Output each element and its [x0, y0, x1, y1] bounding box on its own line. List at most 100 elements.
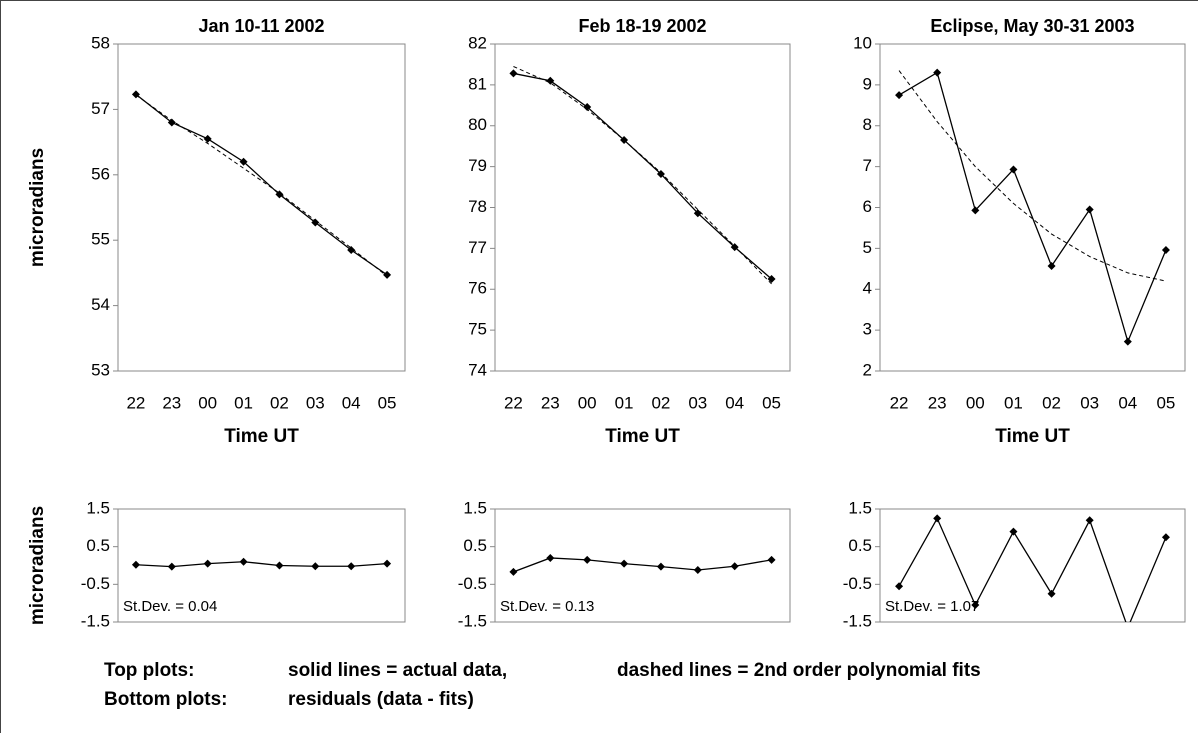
annotation: St.Dev. = 0.04: [123, 598, 217, 615]
x-tick-label: 04: [342, 393, 361, 412]
data-point: [311, 218, 320, 227]
caption-text: Top plots:: [104, 660, 194, 681]
data-point: [131, 560, 140, 569]
data-point: [1047, 589, 1056, 598]
x-tick-label: 04: [725, 393, 744, 412]
data-point: [239, 557, 248, 566]
caption-text: residuals (data - fits): [288, 689, 474, 710]
y-axis-label: microradians: [27, 506, 48, 625]
data-point: [971, 601, 980, 610]
y-tick-label: 81: [468, 74, 487, 93]
x-tick-label: 23: [928, 393, 947, 412]
plot-area: [509, 553, 776, 576]
data-point: [1047, 261, 1056, 270]
x-tick-label: 01: [1004, 393, 1023, 412]
x-tick-label: 22: [126, 393, 145, 412]
y-tick-label: -0.5: [458, 574, 487, 593]
y-tick-label: 7: [863, 156, 872, 175]
data-line: [135, 561, 388, 568]
plot-frame: [117, 508, 406, 623]
data-point: [509, 69, 518, 78]
data-point: [1161, 533, 1170, 542]
y-tick-label: 77: [468, 238, 487, 257]
data-point: [275, 561, 284, 570]
data-point: [693, 209, 702, 218]
x-tick-label: 00: [578, 393, 597, 412]
x-tick-label: 22: [890, 393, 909, 412]
x-tick-label: 00: [198, 393, 217, 412]
chart-title: Eclipse, May 30-31 2003: [930, 16, 1134, 36]
data-point: [311, 562, 320, 571]
y-tick-label: 74: [468, 360, 487, 379]
y-tick-label: 1.5: [463, 498, 487, 517]
y-tick-label: 79: [468, 156, 487, 175]
y-tick-label: 0.5: [463, 536, 487, 555]
x-axis-label: Time UT: [224, 426, 299, 447]
data-point: [509, 567, 518, 576]
data-point: [656, 562, 665, 571]
caption-text: Bottom plots:: [104, 689, 227, 710]
x-axis-label: Time UT: [995, 426, 1070, 447]
y-tick-label: 56: [91, 164, 110, 183]
data-point: [546, 76, 555, 85]
y-tick-label: 57: [91, 99, 110, 118]
y-tick-label: 10: [853, 33, 872, 52]
data-point: [203, 559, 212, 568]
plot-area: [131, 557, 392, 571]
data-point: [167, 118, 176, 127]
y-tick-label: 80: [468, 115, 487, 134]
x-tick-label: 03: [688, 393, 707, 412]
x-tick-label: 03: [306, 393, 325, 412]
x-tick-label: 05: [1156, 393, 1175, 412]
data-point: [203, 134, 212, 143]
y-tick-label: 53: [91, 360, 110, 379]
y-tick-label: 1.5: [848, 498, 872, 517]
data-point: [895, 582, 904, 591]
data-point: [583, 102, 592, 111]
x-tick-label: 05: [378, 393, 397, 412]
x-tick-label: 23: [162, 393, 181, 412]
annotation: St.Dev. = 1.07: [885, 598, 979, 615]
caption-text: dashed lines = 2nd order polynomial fits: [617, 660, 981, 681]
data-line: [898, 516, 1167, 622]
data-point: [347, 562, 356, 571]
x-tick-label: 01: [615, 393, 634, 412]
y-axis-label: microradians: [27, 148, 48, 267]
y-tick-label: 75: [468, 320, 487, 339]
x-tick-label: 00: [966, 393, 985, 412]
data-point: [693, 566, 702, 575]
x-tick-label: 22: [504, 393, 523, 412]
data-point: [167, 562, 176, 571]
data-point: [767, 555, 776, 564]
y-tick-label: -0.5: [81, 574, 110, 593]
plot-area: [509, 66, 776, 285]
y-tick-label: 1.5: [86, 498, 110, 517]
y-tick-label: -1.5: [458, 611, 487, 630]
y-tick-label: 54: [91, 295, 110, 314]
data-point: [347, 246, 356, 255]
data-point: [383, 559, 392, 568]
y-tick-label: -0.5: [843, 574, 872, 593]
chart-title: Jan 10-11 2002: [198, 16, 324, 36]
chart-title: Feb 18-19 2002: [578, 16, 706, 36]
data-point: [1123, 337, 1132, 346]
plot-area: [131, 90, 392, 279]
y-tick-label: 8: [863, 115, 872, 134]
data-point: [239, 157, 248, 166]
data-point: [1161, 246, 1170, 255]
data-point: [767, 275, 776, 284]
data-point: [933, 514, 942, 523]
data-point: [620, 559, 629, 568]
y-tick-label: 2: [863, 360, 872, 379]
y-tick-label: 82: [468, 33, 487, 52]
data-line: [898, 71, 1167, 344]
y-tick-label: 78: [468, 197, 487, 216]
y-tick-label: 76: [468, 279, 487, 298]
y-tick-label: 9: [863, 74, 872, 93]
plot-area: [895, 514, 1170, 622]
data-point: [1009, 527, 1018, 536]
data-point: [275, 190, 284, 199]
y-tick-label: 55: [91, 230, 110, 249]
data-line: [513, 557, 772, 573]
